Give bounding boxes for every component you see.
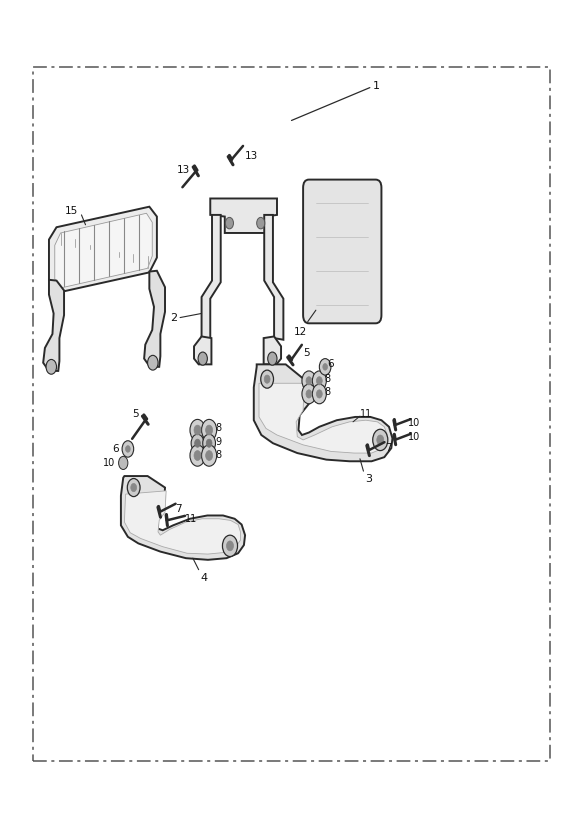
Text: 8: 8 bbox=[215, 450, 221, 460]
Circle shape bbox=[125, 446, 130, 452]
Text: 15: 15 bbox=[65, 206, 79, 216]
Bar bbox=[33, 67, 550, 761]
Circle shape bbox=[202, 419, 217, 441]
Circle shape bbox=[46, 359, 57, 374]
Text: 10: 10 bbox=[408, 432, 420, 442]
Circle shape bbox=[195, 439, 201, 447]
Text: 8: 8 bbox=[325, 387, 331, 397]
Circle shape bbox=[206, 425, 213, 435]
Circle shape bbox=[302, 384, 316, 404]
Circle shape bbox=[317, 390, 322, 398]
Circle shape bbox=[261, 370, 273, 388]
Polygon shape bbox=[264, 215, 283, 339]
Text: 10: 10 bbox=[408, 418, 420, 428]
Text: 6: 6 bbox=[328, 359, 334, 369]
Circle shape bbox=[190, 419, 205, 441]
Circle shape bbox=[223, 535, 237, 556]
Circle shape bbox=[319, 358, 331, 375]
Text: 11: 11 bbox=[360, 409, 372, 419]
Polygon shape bbox=[121, 476, 245, 559]
Circle shape bbox=[122, 441, 134, 457]
Text: 4: 4 bbox=[201, 573, 208, 583]
Text: 9: 9 bbox=[215, 438, 221, 447]
Text: 6: 6 bbox=[112, 444, 118, 454]
Circle shape bbox=[302, 371, 316, 391]
Text: 8: 8 bbox=[325, 374, 331, 384]
Polygon shape bbox=[264, 336, 281, 364]
Circle shape bbox=[127, 479, 140, 497]
Polygon shape bbox=[43, 280, 64, 371]
Circle shape bbox=[226, 218, 233, 229]
Text: 13: 13 bbox=[245, 151, 258, 161]
Circle shape bbox=[306, 377, 312, 385]
Circle shape bbox=[317, 377, 322, 385]
Text: 3: 3 bbox=[365, 475, 372, 485]
Text: 1: 1 bbox=[373, 81, 380, 91]
Polygon shape bbox=[55, 213, 152, 288]
Polygon shape bbox=[124, 491, 240, 554]
Polygon shape bbox=[202, 215, 221, 339]
Text: 7: 7 bbox=[385, 443, 392, 453]
Circle shape bbox=[377, 435, 384, 445]
Polygon shape bbox=[144, 271, 165, 367]
Circle shape bbox=[194, 425, 201, 435]
Circle shape bbox=[198, 352, 208, 365]
Circle shape bbox=[203, 434, 216, 452]
Circle shape bbox=[268, 352, 277, 365]
Circle shape bbox=[202, 445, 217, 466]
Text: 10: 10 bbox=[103, 458, 115, 468]
Text: 5: 5 bbox=[132, 409, 139, 419]
Text: 7: 7 bbox=[175, 504, 182, 514]
Text: 11: 11 bbox=[185, 513, 197, 524]
FancyBboxPatch shape bbox=[303, 180, 381, 323]
Text: 12: 12 bbox=[293, 326, 307, 336]
Circle shape bbox=[264, 375, 270, 383]
Polygon shape bbox=[49, 207, 157, 293]
Text: 8: 8 bbox=[215, 424, 221, 433]
Text: 13: 13 bbox=[177, 165, 190, 175]
Circle shape bbox=[206, 439, 212, 447]
Circle shape bbox=[257, 218, 265, 229]
Circle shape bbox=[191, 434, 204, 452]
Circle shape bbox=[118, 456, 128, 470]
Circle shape bbox=[312, 371, 326, 391]
Circle shape bbox=[227, 541, 233, 550]
Circle shape bbox=[194, 451, 201, 461]
Text: 5: 5 bbox=[303, 348, 310, 358]
Circle shape bbox=[147, 355, 158, 370]
Circle shape bbox=[323, 363, 328, 370]
Text: 2: 2 bbox=[170, 312, 177, 322]
Circle shape bbox=[190, 445, 205, 466]
Polygon shape bbox=[254, 364, 392, 461]
Polygon shape bbox=[259, 383, 387, 453]
Polygon shape bbox=[210, 199, 277, 233]
Circle shape bbox=[306, 390, 312, 398]
Circle shape bbox=[312, 384, 326, 404]
Circle shape bbox=[131, 484, 136, 492]
Circle shape bbox=[206, 451, 213, 461]
Polygon shape bbox=[194, 336, 212, 364]
Circle shape bbox=[373, 429, 388, 451]
